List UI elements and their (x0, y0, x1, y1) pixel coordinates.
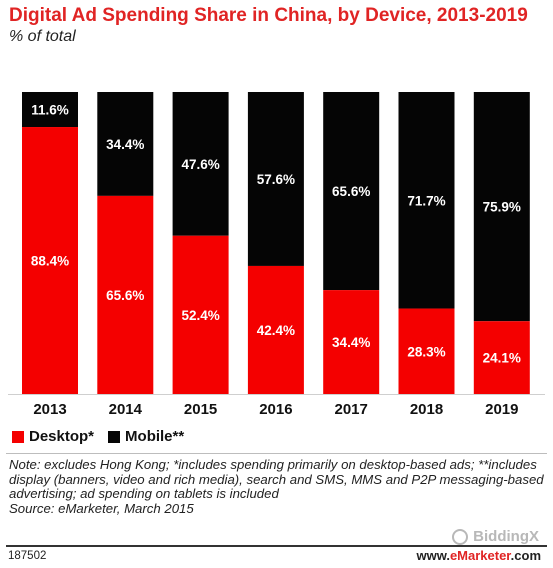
legend-label-mobile: Mobile** (125, 428, 185, 445)
brand-suffix: .com (510, 548, 541, 563)
bar-desktop-2018 (398, 308, 455, 394)
label-desktop-2015: 52.4% (181, 308, 219, 323)
x-tick-2017: 2017 (335, 401, 368, 418)
bar-desktop-2014 (97, 195, 154, 394)
bar-mobile-2019 (473, 92, 530, 322)
note-text: Note: excludes Hong Kong; *includes spen… (9, 457, 544, 502)
brand-prefix: www. (416, 548, 450, 563)
label-desktop-2018: 28.3% (407, 344, 445, 359)
bar-desktop-2015 (172, 235, 229, 394)
source-text: Source: eMarketer, March 2015 (9, 500, 194, 516)
watermark-text: BiddingX (473, 528, 539, 545)
legend-item-desktop: Desktop* (12, 428, 94, 445)
legend-swatch-mobile (108, 430, 121, 443)
footer-rule (6, 545, 547, 547)
label-mobile-2017: 65.6% (332, 184, 370, 199)
legend-label-desktop: Desktop* (29, 428, 95, 445)
bar-mobile-2013 (22, 92, 78, 128)
label-desktop-2017: 34.4% (332, 335, 370, 350)
x-tick-2015: 2015 (184, 401, 217, 418)
label-desktop-2016: 42.4% (257, 323, 295, 338)
x-tick-2018: 2018 (410, 401, 443, 418)
label-desktop-2014: 65.6% (106, 288, 144, 303)
bar-mobile-2014 (97, 92, 154, 196)
chart-id: 187502 (8, 550, 47, 562)
bar-mobile-2016 (247, 92, 304, 266)
chart-subtitle: % of total (9, 28, 76, 45)
label-mobile-2013: 11.6% (31, 103, 69, 118)
legend-item-mobile: Mobile** (108, 428, 184, 445)
label-mobile-2019: 75.9% (483, 200, 521, 215)
bar-mobile-2017 (323, 92, 380, 291)
bar-desktop-2019 (473, 321, 530, 394)
legend-swatch-desktop (12, 430, 24, 443)
stacked-bar-chart: 11.6% 88.4% 2013 34.4% 65.6% 2014 47.6% 52.4% 20… (8, 92, 545, 418)
label-mobile-2015: 47.6% (181, 157, 219, 172)
bar-desktop-2016 (247, 265, 304, 394)
label-mobile-2016: 57.6% (257, 172, 295, 187)
footer-brand: www.eMarketer.com (416, 548, 541, 563)
title-block: Digital Ad Spending Share in China, by D… (9, 6, 547, 46)
x-tick-2013: 2013 (33, 401, 66, 418)
brand-name: eMarketer (449, 548, 511, 563)
x-tick-2016: 2016 (259, 401, 292, 418)
label-desktop-2019: 24.1% (483, 351, 521, 366)
watermark: BiddingX (452, 528, 539, 545)
notes: Note: excludes Hong Kong; *includes spen… (9, 457, 545, 516)
label-mobile-2014: 34.4% (106, 137, 144, 152)
x-tick-2014: 2014 (109, 401, 143, 418)
x-tick-2019: 2019 (485, 401, 518, 418)
legend: Desktop* Mobile** (12, 428, 198, 445)
bar-desktop-2013 (22, 127, 78, 395)
chart-title: Digital Ad Spending Share in China, by D… (9, 5, 528, 26)
bar-desktop-2017 (323, 290, 380, 394)
label-desktop-2013: 88.4% (31, 254, 69, 269)
notes-divider (6, 453, 547, 454)
label-mobile-2018: 71.7% (407, 193, 445, 208)
bar-mobile-2018 (398, 92, 455, 309)
watermark-icon (452, 528, 469, 545)
bar-mobile-2015 (172, 92, 229, 236)
